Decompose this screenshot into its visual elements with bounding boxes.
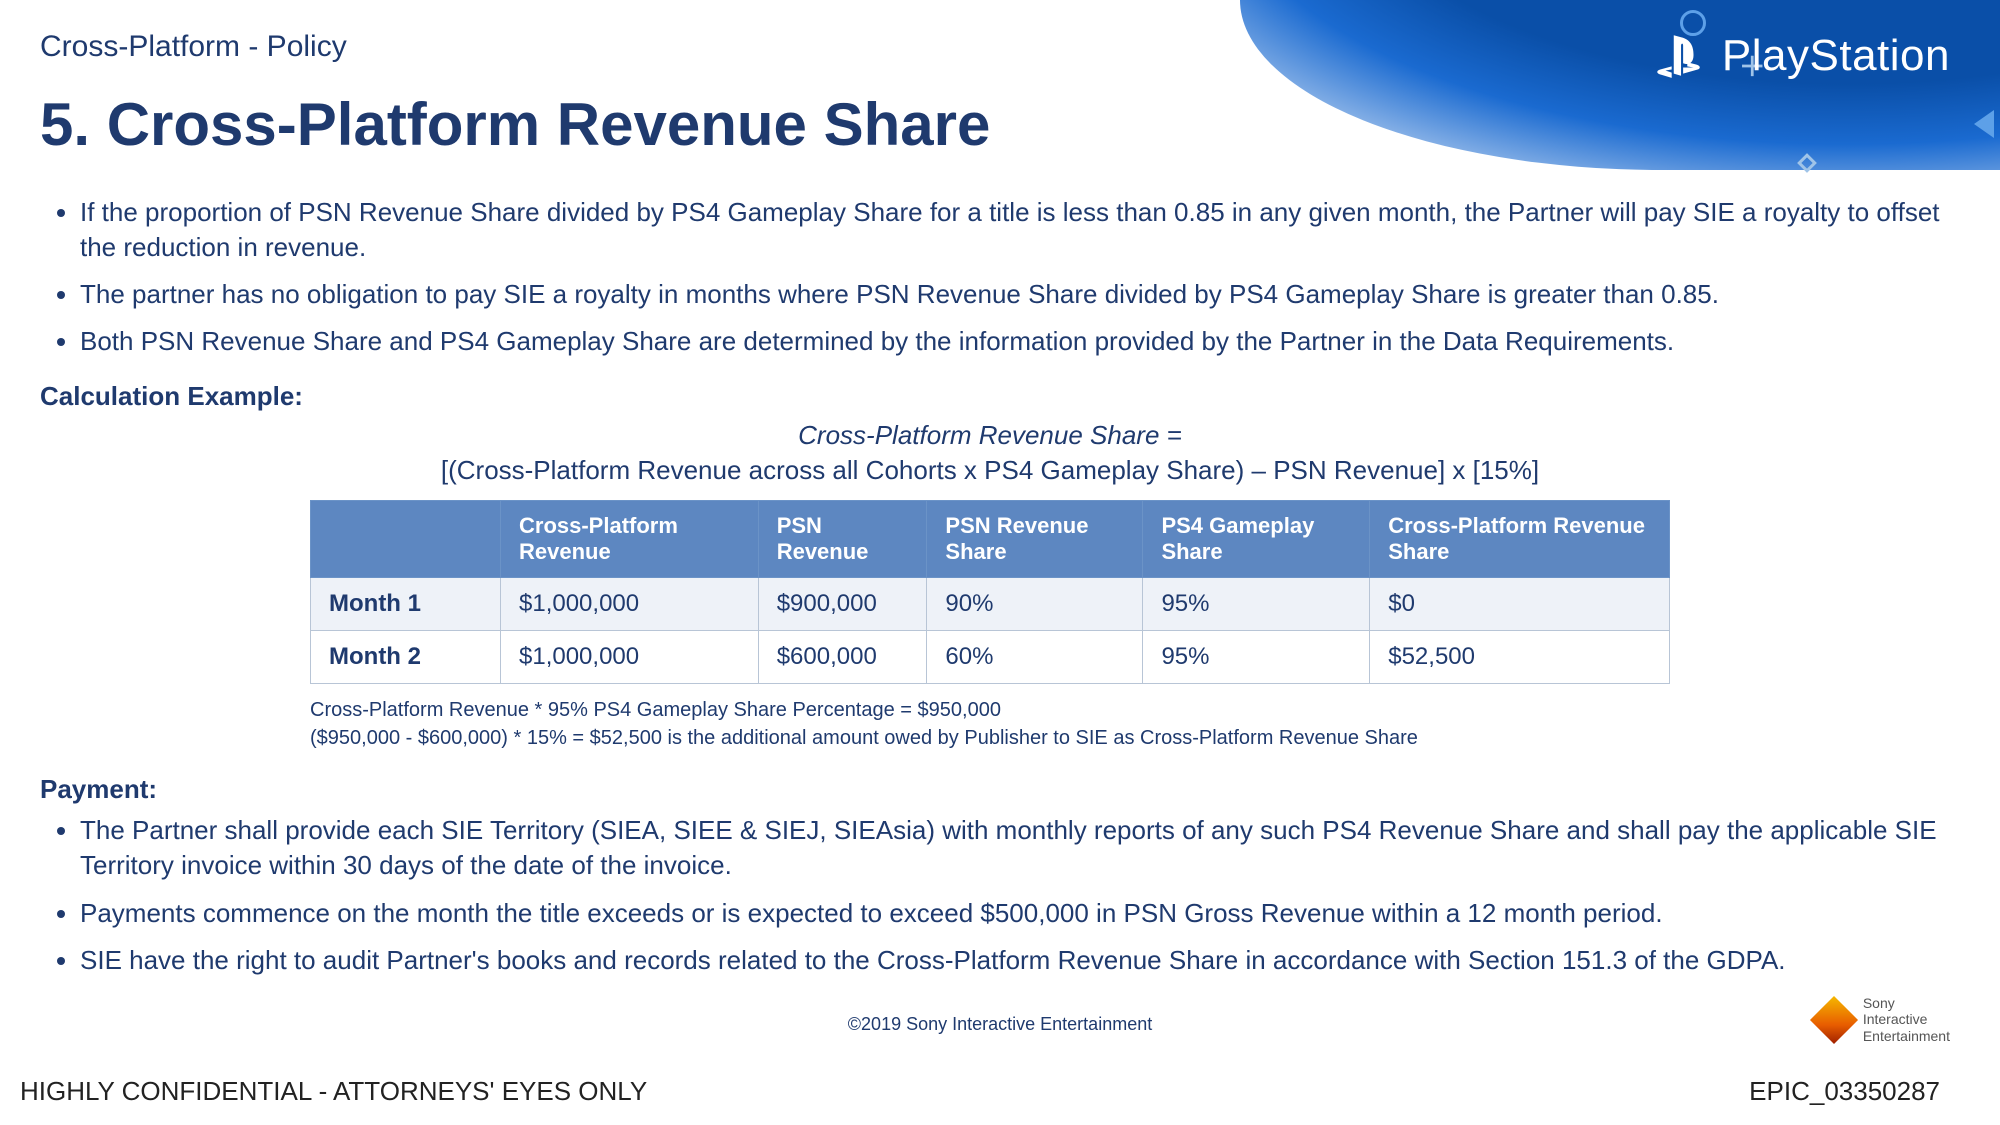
- sie-logo: Sony Interactive Entertainment: [1817, 995, 1950, 1045]
- table-row: Month 1 $1,000,000 $900,000 90% 95% $0: [311, 578, 1670, 631]
- note-line: ($950,000 - $600,000) * 15% = $52,500 is…: [310, 724, 1670, 752]
- list-item: If the proportion of PSN Revenue Share d…: [80, 195, 1940, 265]
- col-ps4-share: PS4 Gameplay Share: [1143, 501, 1370, 578]
- formula-title: Cross-Platform Revenue Share =: [40, 420, 1940, 451]
- row-label: Month 1: [311, 578, 501, 631]
- sie-icon: [1810, 996, 1858, 1044]
- col-psn-share: PSN Revenue Share: [927, 501, 1143, 578]
- brand-banner: ✕: [1240, 0, 2000, 170]
- copyright: ©2019 Sony Interactive Entertainment: [0, 1014, 2000, 1035]
- triangle-icon: [1974, 110, 1994, 138]
- page-title: 5. Cross-Platform Revenue Share: [40, 90, 990, 159]
- intro-bullets: If the proportion of PSN Revenue Share d…: [40, 195, 1940, 359]
- list-item: The partner has no obligation to pay SIE…: [80, 277, 1940, 312]
- table-row: Month 2 $1,000,000 $600,000 60% 95% $52,…: [311, 631, 1670, 684]
- content-area: If the proportion of PSN Revenue Share d…: [40, 195, 1940, 990]
- table-notes: Cross-Platform Revenue * 95% PS4 Gamepla…: [310, 696, 1670, 752]
- list-item: SIE have the right to audit Partner's bo…: [80, 943, 1940, 978]
- list-item: Payments commence on the month the title…: [80, 896, 1940, 931]
- col-cp-share: Cross-Platform Revenue Share: [1370, 501, 1670, 578]
- payment-bullets: The Partner shall provide each SIE Terri…: [40, 813, 1940, 977]
- col-blank: [311, 501, 501, 578]
- square-icon: [1797, 153, 1817, 173]
- formula: [(Cross-Platform Revenue across all Coho…: [40, 455, 1940, 486]
- row-label: Month 2: [311, 631, 501, 684]
- calc-heading: Calculation Example:: [40, 381, 1940, 412]
- col-psn-rev: PSN Revenue: [758, 501, 927, 578]
- cell: 95%: [1143, 578, 1370, 631]
- cell: $1,000,000: [501, 631, 759, 684]
- cell: $900,000: [758, 578, 927, 631]
- cell: $600,000: [758, 631, 927, 684]
- sie-line: Sony: [1863, 995, 1950, 1012]
- cell: 60%: [927, 631, 1143, 684]
- cell: $52,500: [1370, 631, 1670, 684]
- cell: $1,000,000: [501, 578, 759, 631]
- list-item: The Partner shall provide each SIE Terri…: [80, 813, 1940, 883]
- cell: 95%: [1143, 631, 1370, 684]
- list-item: Both PSN Revenue Share and PS4 Gameplay …: [80, 324, 1940, 359]
- slide: ✕ PlayStation Cross-Platform - Policy 5.…: [0, 0, 2000, 1125]
- calculation-table: Cross-Platform Revenue PSN Revenue PSN R…: [310, 500, 1670, 684]
- playstation-logo: PlayStation: [1654, 30, 1950, 82]
- note-line: Cross-Platform Revenue * 95% PS4 Gamepla…: [310, 696, 1670, 724]
- brand-text: PlayStation: [1722, 31, 1950, 81]
- playstation-icon: [1654, 30, 1706, 82]
- table-header-row: Cross-Platform Revenue PSN Revenue PSN R…: [311, 501, 1670, 578]
- cell: $0: [1370, 578, 1670, 631]
- breadcrumb: Cross-Platform - Policy: [40, 30, 347, 64]
- cell: 90%: [927, 578, 1143, 631]
- payment-heading: Payment:: [40, 774, 1940, 805]
- sie-line: Entertainment: [1863, 1028, 1950, 1045]
- col-cp-rev: Cross-Platform Revenue: [501, 501, 759, 578]
- sie-text: Sony Interactive Entertainment: [1863, 995, 1950, 1045]
- sie-line: Interactive: [1863, 1011, 1950, 1028]
- confidential-label: HIGHLY CONFIDENTIAL - ATTORNEYS' EYES ON…: [20, 1076, 647, 1107]
- bates-number: EPIC_03350287: [1749, 1076, 1940, 1107]
